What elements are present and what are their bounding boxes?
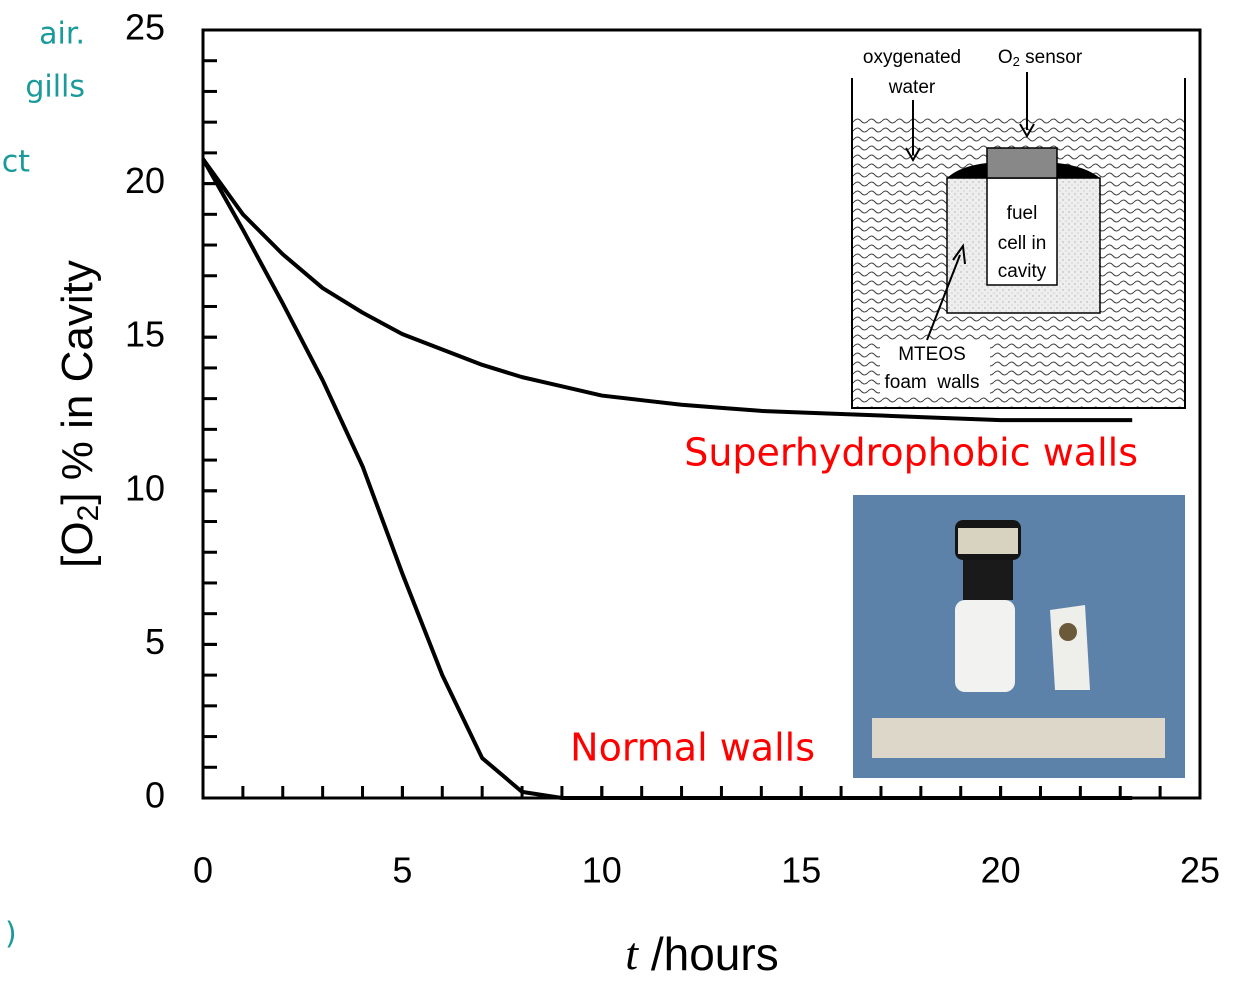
inset-label-sub: 2 <box>1013 54 1020 69</box>
inset-label: fuel <box>1007 203 1038 224</box>
background-text: gills <box>25 70 85 105</box>
y-tick-label: 15 <box>125 314 165 355</box>
cell <box>1059 623 1077 641</box>
series-label: Normal walls <box>570 726 815 770</box>
y-tick-label: 10 <box>125 467 165 508</box>
y-tick-label: 0 <box>145 775 165 816</box>
foam-block <box>955 600 1015 692</box>
ruler <box>872 718 1165 758</box>
y-axis-title: [O2] % in Cavity <box>53 260 105 568</box>
inset-label: foam walls <box>884 372 979 393</box>
inset-label: cavity <box>998 261 1047 282</box>
inset-diagram: oxygenated water O2 sensor fuel cell in … <box>852 47 1185 408</box>
o2-sensor <box>987 148 1057 178</box>
sensor-base <box>963 560 1013 600</box>
photo <box>853 495 1185 778</box>
y-axis-title-part: [O <box>53 521 102 567</box>
inset-label-part: O <box>998 47 1013 68</box>
series-label: Superhydrophobic walls <box>684 431 1138 475</box>
slide: 05101520250510152025 air. gills ct ) [O2… <box>0 0 1247 984</box>
inset-label: O2 sensor <box>998 47 1083 69</box>
sensor-label <box>958 528 1018 554</box>
x-tick-label: 20 <box>981 850 1021 891</box>
inset-label: oxygenated <box>863 47 961 68</box>
x-tick-label: 25 <box>1180 850 1220 891</box>
foam-piece <box>1050 605 1090 690</box>
x-axis-title: t /hours <box>625 928 778 981</box>
y-tick-label: 25 <box>125 7 165 48</box>
y-axis-title-part: ] % in Cavity <box>53 260 102 505</box>
x-tick-label: 10 <box>582 850 622 891</box>
x-tick-label: 5 <box>392 850 412 891</box>
inset-label: cell in <box>998 233 1047 254</box>
y-axis-title-sub: 2 <box>72 505 105 522</box>
x-tick-label: 15 <box>781 850 821 891</box>
inset-label: MTEOS <box>898 344 966 365</box>
x-axis-title-part: /hours <box>638 928 779 980</box>
background-text: ) <box>5 917 17 952</box>
y-tick-label: 20 <box>125 160 165 201</box>
background-text: air. <box>39 17 85 52</box>
background-text: ct <box>2 145 30 180</box>
y-tick-label: 5 <box>145 621 165 662</box>
inset-label-part: sensor <box>1020 47 1083 68</box>
inset-label: water <box>888 77 936 98</box>
x-tick-label: 0 <box>193 850 213 891</box>
